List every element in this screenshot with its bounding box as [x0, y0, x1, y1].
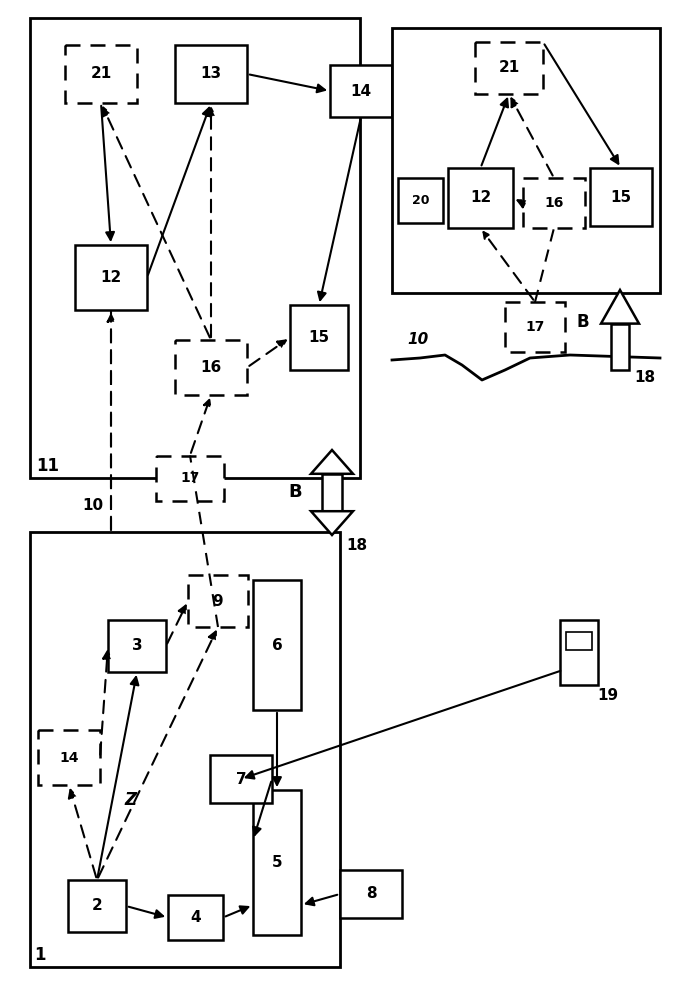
Text: 1: 1: [34, 946, 46, 964]
Text: 14: 14: [350, 84, 371, 99]
Bar: [566, 632, 592, 650]
Text: 4: 4: [190, 910, 201, 925]
Text: 15: 15: [610, 190, 632, 205]
Bar: [188, 575, 248, 627]
Text: 10: 10: [408, 332, 429, 348]
Text: 5: 5: [271, 855, 282, 870]
Bar: [448, 168, 513, 228]
Bar: [322, 474, 342, 511]
Text: B: B: [576, 313, 589, 331]
Polygon shape: [311, 511, 353, 535]
Text: 15: 15: [308, 330, 329, 345]
Bar: [475, 42, 543, 94]
Bar: [392, 28, 660, 293]
Bar: [68, 880, 126, 932]
Text: 2: 2: [92, 898, 103, 914]
Bar: [175, 340, 247, 395]
Bar: [611, 324, 629, 370]
Text: 18: 18: [634, 370, 655, 385]
Text: B: B: [288, 483, 302, 501]
Text: 18: 18: [346, 538, 368, 552]
Text: 11: 11: [36, 457, 59, 475]
Text: 8: 8: [366, 886, 377, 902]
Bar: [65, 45, 137, 103]
Text: 16: 16: [544, 196, 564, 210]
Text: 21: 21: [498, 60, 520, 76]
Bar: [108, 620, 166, 672]
Text: 10: 10: [82, 497, 103, 512]
Bar: [253, 580, 301, 710]
Bar: [398, 178, 443, 223]
Bar: [156, 456, 224, 500]
Text: 17: 17: [180, 471, 200, 485]
Bar: [330, 65, 392, 117]
Bar: [505, 302, 565, 352]
Bar: [168, 895, 223, 940]
Bar: [523, 178, 585, 228]
Text: 12: 12: [470, 190, 491, 206]
Text: 19: 19: [597, 688, 618, 702]
Bar: [210, 755, 272, 803]
Text: 17: 17: [525, 320, 545, 334]
Text: 9: 9: [213, 593, 223, 608]
Text: 21: 21: [90, 66, 111, 82]
Bar: [175, 45, 247, 103]
Bar: [290, 305, 348, 370]
Bar: [253, 790, 301, 935]
Text: Z: Z: [124, 791, 136, 809]
Text: 16: 16: [200, 360, 221, 375]
Text: 14: 14: [59, 750, 79, 764]
Text: 3: 3: [132, 639, 142, 654]
Bar: [340, 870, 402, 918]
Bar: [38, 730, 100, 785]
Text: 7: 7: [236, 772, 246, 786]
Text: 13: 13: [200, 66, 221, 82]
Polygon shape: [601, 290, 639, 324]
Polygon shape: [311, 450, 353, 474]
Bar: [30, 18, 360, 478]
Bar: [30, 532, 340, 967]
Polygon shape: [560, 620, 598, 685]
Text: 6: 6: [271, 638, 282, 652]
Bar: [75, 245, 147, 310]
Text: 20: 20: [412, 194, 429, 207]
Bar: [590, 168, 652, 226]
Text: 12: 12: [101, 270, 121, 285]
